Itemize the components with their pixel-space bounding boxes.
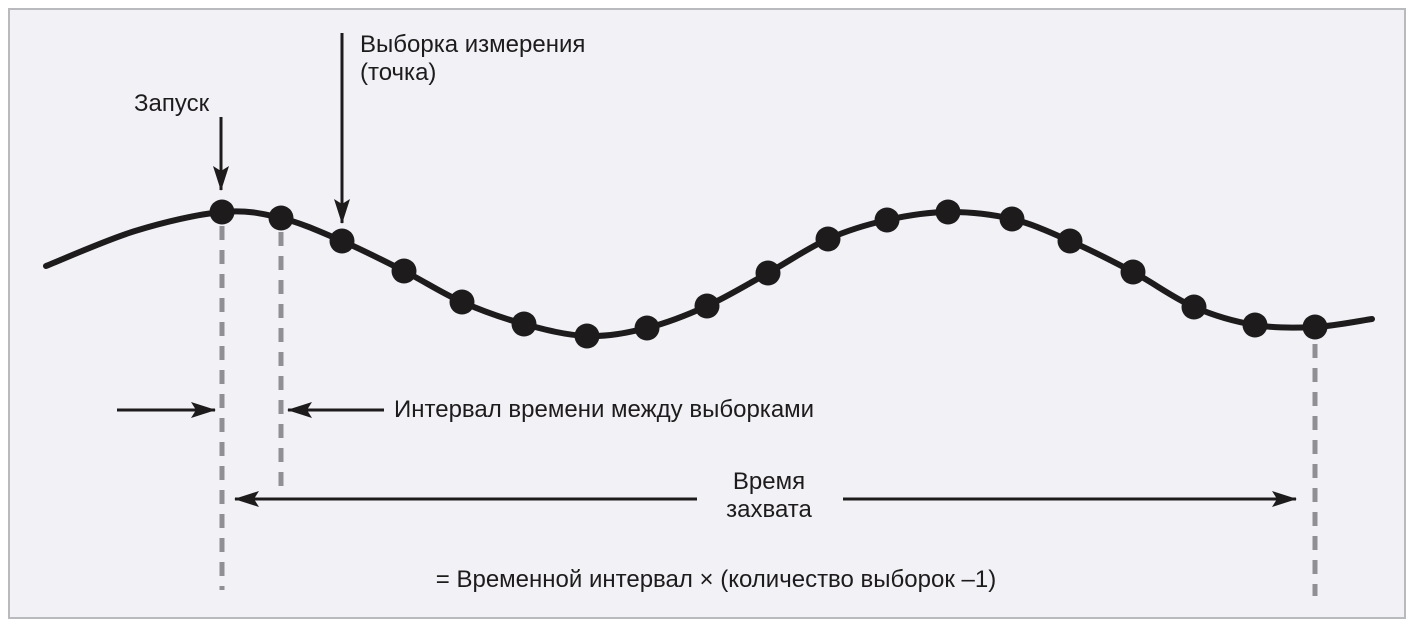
sample-dot: [874, 207, 900, 233]
sample-dot: [391, 258, 417, 284]
sample-dot: [1302, 314, 1328, 340]
sample-dot: [329, 228, 355, 254]
capture-time-label: Время захвата: [669, 468, 869, 524]
trigger-label-text: Запуск: [134, 90, 210, 117]
capture-time-label-line2: захвата: [726, 496, 812, 523]
sample-dot: [935, 199, 961, 225]
measurement-sample-label: Выборка измерения (точка): [360, 31, 585, 87]
sample-dot: [268, 205, 294, 231]
capture-time-formula-text: = Временной интервал × (количество выбор…: [435, 566, 997, 593]
measurement-sample-label-line1: Выборка измерения: [360, 31, 586, 58]
trigger-label: Запуск: [134, 90, 209, 118]
sample-dot: [1181, 294, 1207, 320]
sample-dot: [449, 289, 475, 315]
capture-time-formula: = Временной интервал × (количество выбор…: [366, 566, 1066, 594]
capture-time-label-line1: Время: [732, 468, 806, 495]
sample-dot: [1242, 312, 1268, 338]
sample-interval-label-text: Интервал времени между выборками: [394, 396, 815, 423]
sample-dot: [1120, 259, 1146, 285]
sample-dot: [511, 311, 537, 337]
sample-dot: [574, 323, 600, 349]
sample-interval-label: Интервал времени между выборками: [394, 396, 814, 424]
sample-dot: [209, 199, 235, 225]
sample-dot: [755, 260, 781, 286]
sample-dot: [999, 206, 1025, 232]
sample-dot: [815, 226, 841, 252]
sample-dot: [1057, 228, 1083, 254]
sample-dot: [634, 315, 660, 341]
sample-dot: [694, 293, 720, 319]
measurement-sample-label-line2: (точка): [360, 59, 437, 86]
